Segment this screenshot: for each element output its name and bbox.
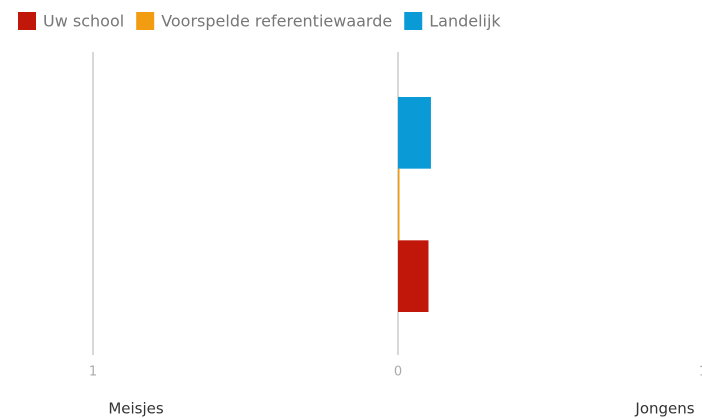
legend-swatch [18, 12, 36, 30]
bar [398, 97, 431, 169]
bar [398, 168, 400, 241]
bar [398, 240, 429, 312]
x-tick-label: 0 [394, 365, 402, 380]
legend-label: Voorspelde referentiewaarde [161, 12, 392, 31]
legend-label: Uw school [43, 12, 124, 31]
legend-swatch [404, 12, 423, 30]
x-tick-label: 1 [89, 365, 97, 380]
legend-label: Landelijk [429, 12, 501, 31]
legend-swatch [136, 12, 155, 30]
x-tick-label: 1 [699, 365, 702, 380]
right-axis-label: Jongens [634, 400, 694, 418]
left-axis-label: Meisjes [108, 400, 164, 418]
